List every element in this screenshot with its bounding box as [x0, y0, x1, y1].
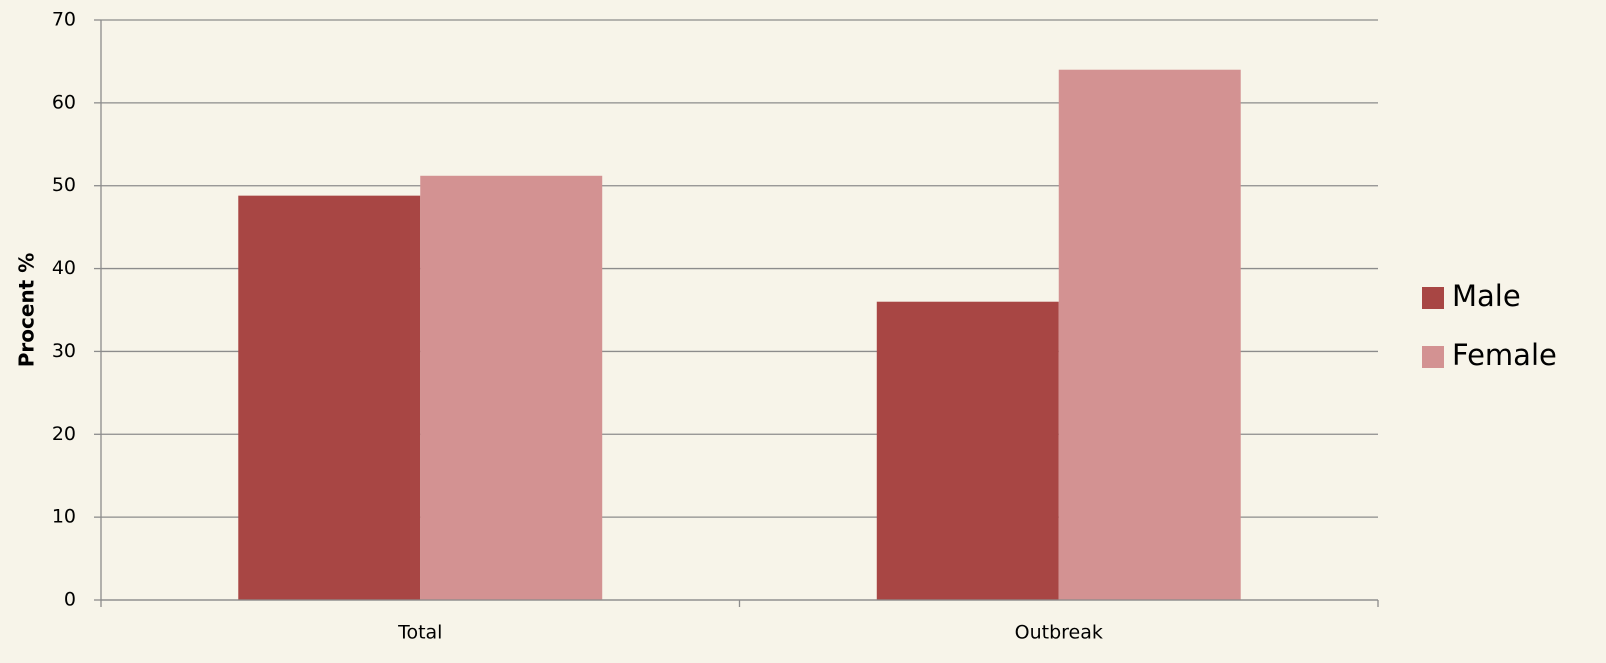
- y-tick-label: 30: [52, 340, 76, 362]
- y-tick-label: 70: [52, 9, 76, 31]
- bar: [876, 301, 1059, 600]
- legend-label: Male: [1452, 279, 1521, 313]
- x-tick-label: Outbreak: [1015, 622, 1103, 644]
- bar: [420, 175, 603, 600]
- y-tick-label: 10: [52, 506, 76, 528]
- y-tick-label: 50: [52, 174, 76, 196]
- bar: [1058, 69, 1241, 600]
- legend-label: Female: [1452, 338, 1557, 372]
- bar: [238, 195, 421, 600]
- y-tick-label: 20: [52, 423, 76, 445]
- legend-swatch: [1422, 287, 1444, 309]
- y-tick-label: 60: [52, 91, 76, 113]
- y-axis-label: Procent %: [15, 253, 39, 367]
- legend-swatch: [1422, 346, 1444, 368]
- y-tick-label: 40: [52, 257, 76, 279]
- y-tick-label: 0: [64, 589, 76, 611]
- x-tick-label: Total: [397, 622, 442, 644]
